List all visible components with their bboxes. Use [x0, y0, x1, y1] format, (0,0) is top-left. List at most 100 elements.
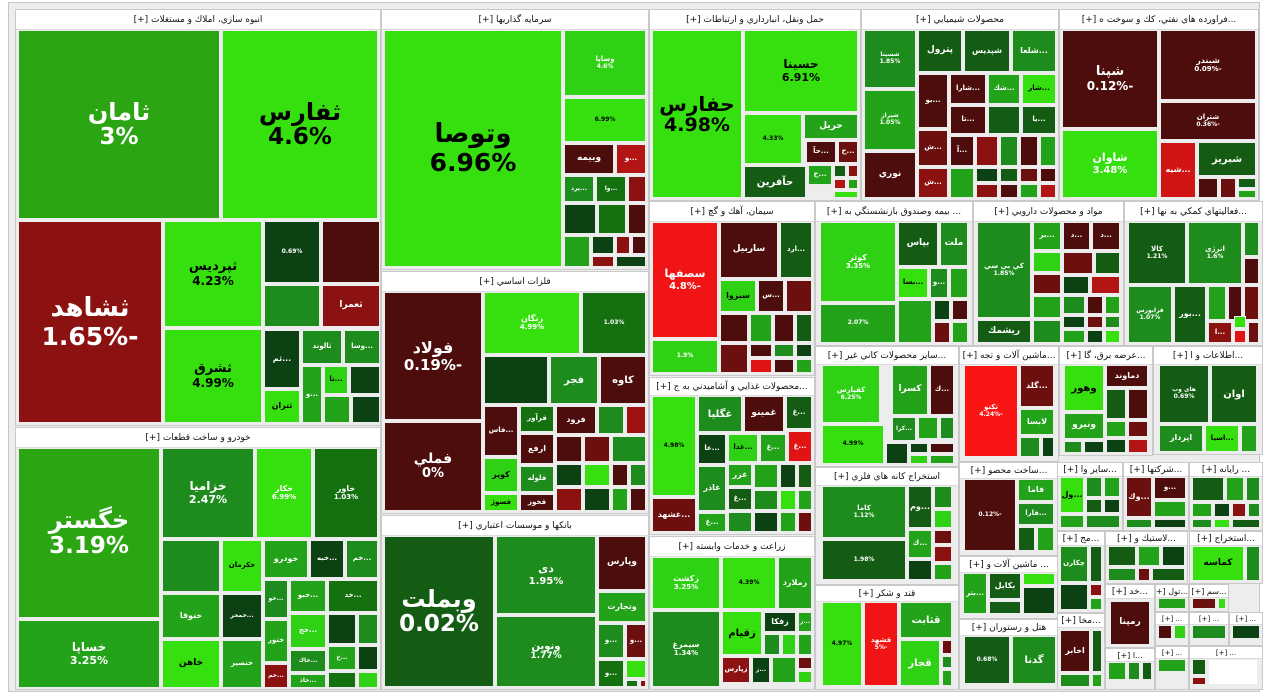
stock-tile[interactable]	[1128, 389, 1148, 419]
stock-tile[interactable]	[1033, 296, 1061, 318]
stock-tile[interactable]	[1192, 625, 1226, 639]
stock-tile[interactable]	[910, 455, 928, 464]
stock-tile[interactable]: ...غ	[760, 434, 786, 462]
sector-header[interactable]: مواد و محصولات دارويي [+]	[974, 202, 1123, 222]
stock-tile[interactable]	[1106, 421, 1126, 437]
stock-tile[interactable]	[1023, 573, 1055, 585]
stock-tile[interactable]: 4.99%	[822, 425, 884, 464]
stock-tile[interactable]	[1063, 330, 1085, 343]
stock-tile[interactable]: وپارس	[598, 536, 646, 590]
stock-tile[interactable]: های وب 0.69%	[1159, 365, 1209, 423]
stock-tile[interactable]: چکارن	[1060, 546, 1088, 582]
stock-tile[interactable]: ...ثم	[264, 330, 300, 388]
stock-tile[interactable]: غگلیا	[698, 396, 742, 432]
stock-tile[interactable]	[1248, 503, 1260, 517]
stock-tile[interactable]	[1090, 546, 1102, 582]
sector-header[interactable]: بانكها و موسسات اعتباري [+]	[382, 516, 648, 536]
stock-tile[interactable]	[328, 614, 356, 644]
stock-tile[interactable]	[1214, 503, 1230, 517]
stock-tile[interactable]	[942, 640, 952, 654]
stock-tile[interactable]	[1232, 519, 1260, 528]
sector-header[interactable]: ...لاستيك و [+]	[1106, 532, 1187, 546]
stock-tile[interactable]: ثعمرا	[322, 285, 380, 327]
stock-tile[interactable]	[1020, 437, 1040, 457]
stock-tile[interactable]	[774, 314, 794, 342]
stock-tile[interactable]: کوثر 3.35%	[820, 222, 896, 302]
stock-tile[interactable]	[556, 436, 582, 462]
stock-tile[interactable]: ...غ	[788, 431, 812, 462]
stock-tile[interactable]: ونوین 1.77%	[496, 616, 596, 687]
sector-header[interactable]: ...ساخت محصو [+]	[960, 463, 1058, 479]
stock-tile[interactable]	[1020, 168, 1038, 182]
stock-tile[interactable]	[1105, 316, 1120, 328]
stock-tile[interactable]	[834, 179, 846, 189]
stock-tile[interactable]: ...شك	[988, 74, 1020, 104]
stock-tile[interactable]	[584, 464, 610, 486]
stock-tile[interactable]	[612, 488, 628, 511]
stock-tile[interactable]	[328, 672, 356, 688]
stock-tile[interactable]: ...د	[1063, 222, 1090, 250]
stock-tile[interactable]	[612, 464, 628, 486]
stock-tile[interactable]	[942, 670, 952, 686]
stock-tile[interactable]	[720, 344, 748, 373]
stock-tile[interactable]: ثفارس 4.6%	[222, 30, 378, 219]
stock-tile[interactable]	[774, 344, 794, 357]
stock-tile[interactable]	[934, 510, 952, 528]
stock-tile[interactable]: زملارد	[778, 557, 812, 609]
stock-tile[interactable]: ...ح	[838, 141, 858, 163]
stock-tile[interactable]: حآفرین	[744, 166, 806, 198]
sector-header[interactable]: قند و شكر [+]	[816, 586, 958, 602]
stock-tile[interactable]: ...آ	[950, 136, 974, 166]
stock-tile[interactable]: ملت	[940, 222, 968, 266]
stock-tile[interactable]: زپارس	[722, 657, 750, 683]
stock-tile[interactable]: ...و	[626, 624, 646, 658]
stock-tile[interactable]	[1063, 296, 1085, 314]
stock-tile[interactable]	[1174, 625, 1186, 639]
stock-tile[interactable]	[1232, 625, 1260, 639]
stock-tile[interactable]	[1234, 330, 1246, 343]
stock-tile[interactable]: ...و	[598, 660, 624, 687]
stock-tile[interactable]	[584, 488, 610, 511]
stock-tile[interactable]: فرآور	[520, 406, 554, 432]
stock-tile[interactable]: ...غ	[728, 488, 752, 510]
sector-header[interactable]: ...فراورده هاي نفتي، كك و سوخت ه [+]	[1060, 10, 1258, 30]
sector-header[interactable]: ...مخا [+]	[1058, 614, 1104, 628]
sector-header[interactable]: ... [+]	[1190, 613, 1228, 625]
stock-tile[interactable]: قشهد -5%	[864, 602, 898, 686]
stock-tile[interactable]	[1087, 330, 1103, 343]
stock-tile[interactable]	[1192, 519, 1212, 528]
stock-tile[interactable]: دماوند	[1106, 365, 1148, 387]
stock-tile[interactable]: ...غدا	[728, 434, 758, 462]
stock-tile[interactable]: ریشمك	[977, 320, 1031, 343]
stock-tile[interactable]	[1226, 477, 1244, 501]
stock-tile[interactable]: اوان	[1211, 365, 1257, 423]
sector-header[interactable]: حمل ونقل، انبارداري و ارتباطات [+]	[650, 10, 860, 30]
stock-tile[interactable]: خنصیر	[222, 640, 262, 688]
stock-tile[interactable]: ثامان 3%	[18, 30, 220, 219]
stock-tile[interactable]: غزر	[728, 464, 752, 486]
stock-tile[interactable]	[976, 136, 998, 166]
stock-tile[interactable]	[754, 464, 778, 488]
stock-tile[interactable]	[1218, 598, 1226, 609]
stock-tile[interactable]: ...و	[616, 144, 646, 174]
stock-tile[interactable]: ...خبه	[310, 540, 344, 578]
stock-tile[interactable]: ...شارا	[950, 74, 986, 104]
stock-tile[interactable]: ...ارد	[780, 222, 812, 278]
stock-tile[interactable]	[1108, 662, 1126, 680]
stock-tile[interactable]: ...شار	[1022, 74, 1056, 104]
stock-tile[interactable]: ...فارا	[1018, 503, 1054, 525]
stock-tile[interactable]	[1192, 677, 1206, 685]
stock-tile[interactable]: ...شلعا	[1012, 30, 1056, 72]
stock-tile[interactable]	[1090, 584, 1102, 596]
stock-tile[interactable]: 1.9%	[652, 340, 718, 373]
stock-tile[interactable]: فرابورس 1.07%	[1128, 286, 1172, 343]
stock-tile[interactable]: حسینا 6.91%	[744, 30, 858, 112]
stock-tile[interactable]	[630, 488, 646, 511]
stock-tile[interactable]: فجر	[550, 356, 598, 404]
stock-tile[interactable]	[1152, 568, 1185, 581]
stock-tile[interactable]: کسرا	[892, 365, 928, 415]
stock-tile[interactable]: شپنا -0.12%	[1062, 30, 1158, 128]
stock-tile[interactable]	[1246, 546, 1260, 581]
stock-tile[interactable]: ...غشهد	[652, 498, 696, 532]
sector-header[interactable]: ... بيمه وصندوق بازنشستگي به [+]	[816, 202, 972, 222]
